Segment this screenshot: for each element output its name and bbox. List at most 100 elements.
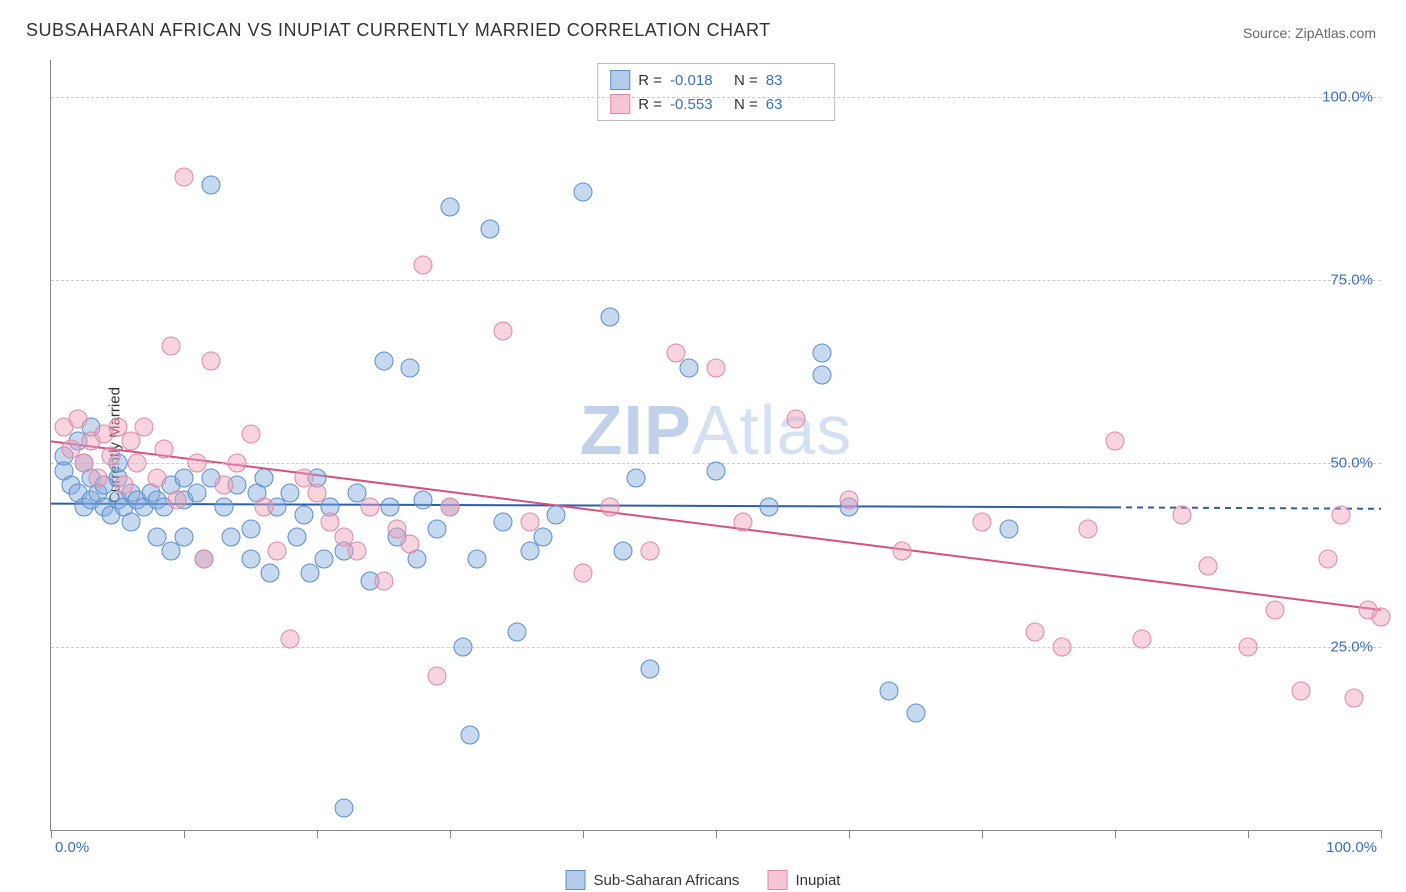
series-legend: Sub-Saharan Africans Inupiat [566,870,841,890]
xtick [317,830,318,838]
data-point [288,527,307,546]
data-point [1332,505,1351,524]
data-point [68,410,87,429]
legend-item: Inupiat [767,870,840,890]
data-point [214,476,233,495]
data-point [813,344,832,363]
data-point [155,439,174,458]
data-point [813,366,832,385]
data-point [454,637,473,656]
data-point [480,219,499,238]
plot-area: Currently Married ZIPAtlas R =-0.018N =8… [50,60,1381,831]
data-point [707,461,726,480]
gridline [51,97,1381,98]
data-point [441,197,460,216]
data-point [973,513,992,532]
data-point [401,535,420,554]
data-point [460,725,479,744]
data-point [228,454,247,473]
data-point [161,542,180,561]
data-point [175,527,194,546]
data-point [574,183,593,202]
data-point [374,351,393,370]
data-point [1026,623,1045,642]
data-point [547,505,566,524]
data-point [314,549,333,568]
data-point [1106,432,1125,451]
data-point [1292,681,1311,700]
data-point [254,498,273,517]
data-point [879,681,898,700]
data-point [175,168,194,187]
data-point [121,513,140,532]
chart-title: SUBSAHARAN AFRICAN VS INUPIAT CURRENTLY … [26,20,771,41]
data-point [281,630,300,649]
data-point [520,542,539,561]
xtick-label-right: 100.0% [1326,839,1377,856]
data-point [999,520,1018,539]
xtick [1115,830,1116,838]
data-point [574,564,593,583]
data-point [707,359,726,378]
data-point [1265,601,1284,620]
xtick [716,830,717,838]
data-point [1079,520,1098,539]
data-point [520,513,539,532]
data-point [1132,630,1151,649]
data-point [441,498,460,517]
xtick [1381,830,1382,838]
trend-lines [51,60,1381,830]
data-point [1318,549,1337,568]
data-point [1345,689,1364,708]
data-point [201,351,220,370]
ytick-label: 25.0% [1330,638,1373,655]
xtick [982,830,983,838]
data-point [906,703,925,722]
data-point [640,542,659,561]
data-point [840,491,859,510]
data-point [1239,637,1258,656]
legend-swatch [767,870,787,890]
gridline [51,647,1381,648]
data-point [188,483,207,502]
data-point [1052,637,1071,656]
xtick [849,830,850,838]
data-point [261,564,280,583]
xtick [450,830,451,838]
data-point [600,498,619,517]
data-point [241,520,260,539]
data-point [786,410,805,429]
data-point [467,549,486,568]
xtick-label-left: 0.0% [55,839,89,856]
data-point [494,513,513,532]
data-point [627,469,646,488]
ytick-label: 50.0% [1330,455,1373,472]
data-point [294,505,313,524]
data-point [241,549,260,568]
data-point [347,542,366,561]
data-point [427,520,446,539]
data-point [281,483,300,502]
data-point [760,498,779,517]
data-point [1172,505,1191,524]
data-point [308,483,327,502]
source-label: Source: ZipAtlas.com [1243,25,1376,41]
data-point [194,549,213,568]
data-point [1199,557,1218,576]
data-point [254,469,273,488]
data-point [613,542,632,561]
legend-label: Sub-Saharan Africans [594,872,740,889]
data-point [128,454,147,473]
xtick [1248,830,1249,838]
data-point [101,447,120,466]
data-point [893,542,912,561]
data-point [135,417,154,436]
data-point [494,322,513,341]
data-point [121,432,140,451]
xtick [51,830,52,838]
data-point [534,527,553,546]
data-point [401,359,420,378]
data-point [168,491,187,510]
data-point [667,344,686,363]
ytick-label: 75.0% [1330,272,1373,289]
